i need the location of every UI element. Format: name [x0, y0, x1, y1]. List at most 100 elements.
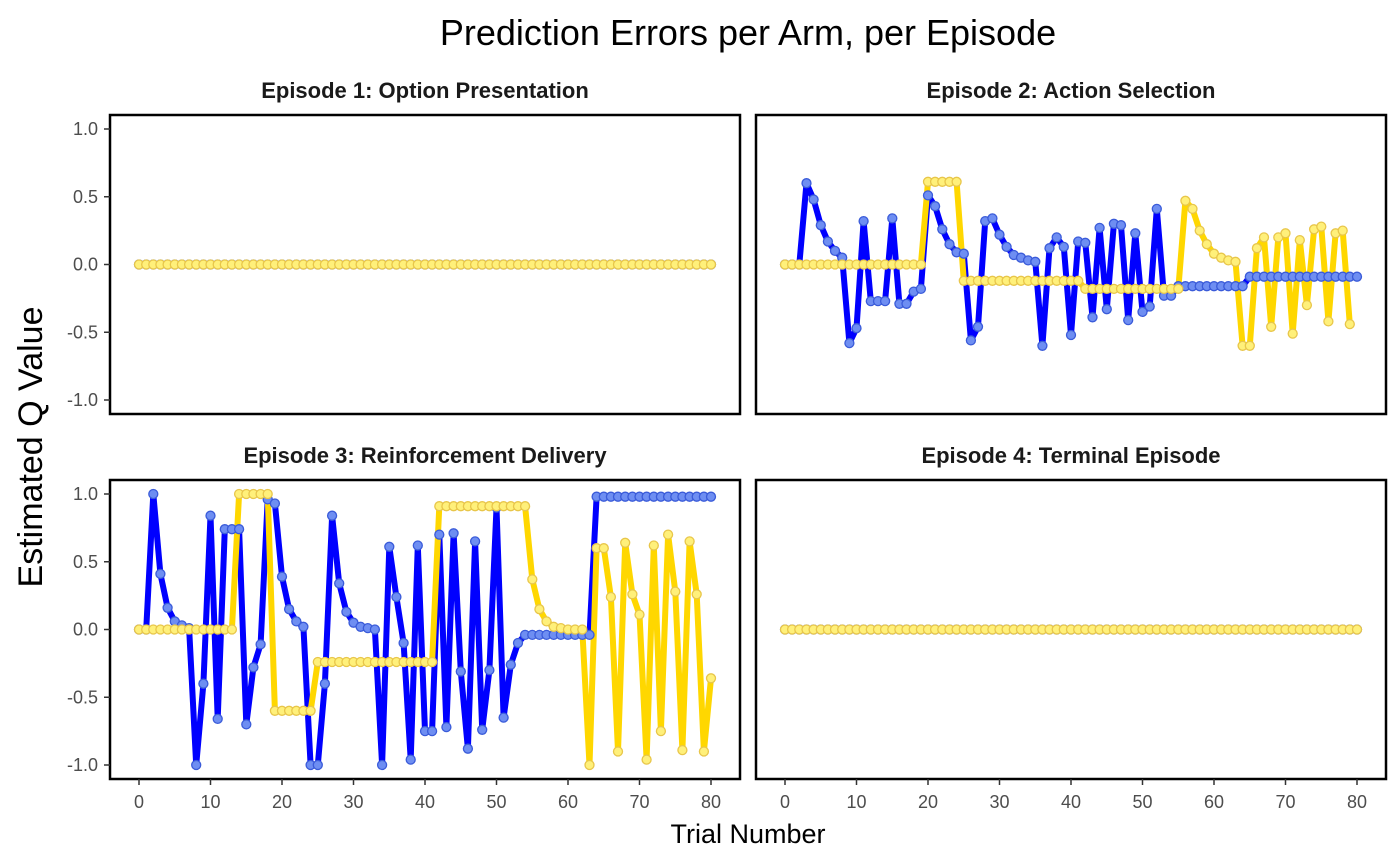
data-point [255, 639, 266, 650]
data-point [612, 746, 624, 757]
data-point [462, 743, 474, 754]
data-point [655, 725, 667, 737]
data-point [965, 335, 977, 346]
panel-title: Episode 4: Terminal Episode [921, 443, 1220, 468]
data-point [648, 540, 659, 551]
data-point [498, 712, 509, 723]
data-point [312, 759, 323, 771]
x-tick-label: 70 [629, 792, 649, 812]
data-point [384, 541, 395, 552]
data-point [1051, 232, 1062, 243]
data-point [627, 589, 638, 600]
data-point [148, 488, 159, 500]
data-point [1144, 301, 1155, 312]
y-tick-label: 0.5 [73, 552, 98, 572]
data-point [1115, 220, 1127, 231]
data-point [808, 194, 819, 205]
chart-title: Prediction Errors per Arm, per Episode [440, 12, 1056, 53]
data-point [212, 713, 223, 725]
data-point [276, 571, 288, 582]
data-point [305, 705, 316, 716]
data-point [398, 637, 409, 649]
x-tick-label: 80 [1347, 792, 1367, 812]
data-point [477, 724, 488, 735]
data-point [262, 488, 273, 500]
data-point [887, 213, 898, 224]
data-point [944, 239, 955, 250]
data-point [248, 662, 259, 673]
x-axis-title: Trial Number [670, 819, 825, 849]
x-tick-label: 30 [343, 792, 363, 812]
data-point [801, 178, 812, 189]
data-point [1351, 271, 1363, 282]
data-point [1351, 624, 1363, 635]
data-point [598, 543, 609, 554]
data-point [901, 298, 912, 309]
x-tick-label: 40 [415, 792, 435, 812]
data-point [1244, 340, 1255, 351]
panel-2: Episode 2: Action Selection [754, 78, 1388, 416]
data-point [634, 609, 645, 620]
data-point [1316, 221, 1327, 232]
data-point [1173, 283, 1184, 295]
data-point [1087, 312, 1098, 323]
data-point [922, 190, 934, 201]
data-point [1073, 275, 1084, 286]
data-point [298, 621, 309, 632]
panel-title: Episode 1: Option Presentation [261, 78, 589, 103]
data-point [705, 259, 717, 270]
data-point [1237, 281, 1248, 292]
x-tick-label: 0 [780, 792, 790, 812]
data-point [1287, 328, 1298, 339]
panel-1: Episode 1: Option Presentation 1.0 0.5 0.0 -… [67, 78, 742, 416]
data-point [1101, 304, 1112, 315]
data-point [269, 498, 281, 509]
data-point [1130, 228, 1141, 239]
data-point [291, 616, 302, 627]
data-point [326, 510, 338, 521]
data-point [412, 540, 423, 551]
data-point [937, 224, 948, 235]
data-point [283, 604, 295, 615]
data-point [705, 673, 717, 684]
data-point [987, 213, 998, 224]
data-point [829, 245, 841, 257]
x-tick-label: 80 [701, 792, 721, 812]
data-point [1058, 241, 1069, 253]
data-point [484, 664, 495, 676]
data-point [241, 719, 252, 730]
facet-panels: Episode 1: Option Presentation 1.0 0.5 0.0 -… [67, 78, 1388, 812]
data-point [1258, 232, 1270, 243]
data-point [662, 529, 674, 540]
data-point [1151, 203, 1162, 215]
data-point [534, 604, 545, 615]
data-point [677, 744, 688, 756]
x-tick-label: 50 [486, 792, 506, 812]
data-point [455, 666, 466, 677]
data-point [1030, 256, 1041, 267]
data-point [670, 586, 681, 597]
data-point [620, 537, 631, 548]
x-tick-label: 20 [272, 792, 292, 812]
data-point [951, 176, 962, 187]
data-point [519, 501, 531, 512]
x-tick-label: 0 [134, 792, 144, 812]
data-point [858, 215, 869, 227]
data-point [994, 229, 1005, 240]
panel-title: Episode 3: Reinforcement Delivery [243, 443, 607, 468]
data-point [1037, 340, 1048, 351]
data-point [879, 295, 891, 307]
y-tick-label: 1.0 [73, 119, 98, 139]
data-point [851, 323, 862, 334]
y-tick-label: 0.0 [73, 620, 98, 640]
data-point [1080, 237, 1091, 248]
data-point [448, 528, 459, 539]
data-point [505, 659, 516, 670]
data-point [541, 616, 552, 627]
data-point [1337, 225, 1348, 236]
data-point [815, 220, 826, 231]
y-tick-label: -0.5 [67, 687, 98, 707]
data-point [1344, 318, 1355, 330]
panel-title: Episode 2: Action Selection [927, 78, 1216, 103]
x-tick-label: 60 [1204, 792, 1224, 812]
